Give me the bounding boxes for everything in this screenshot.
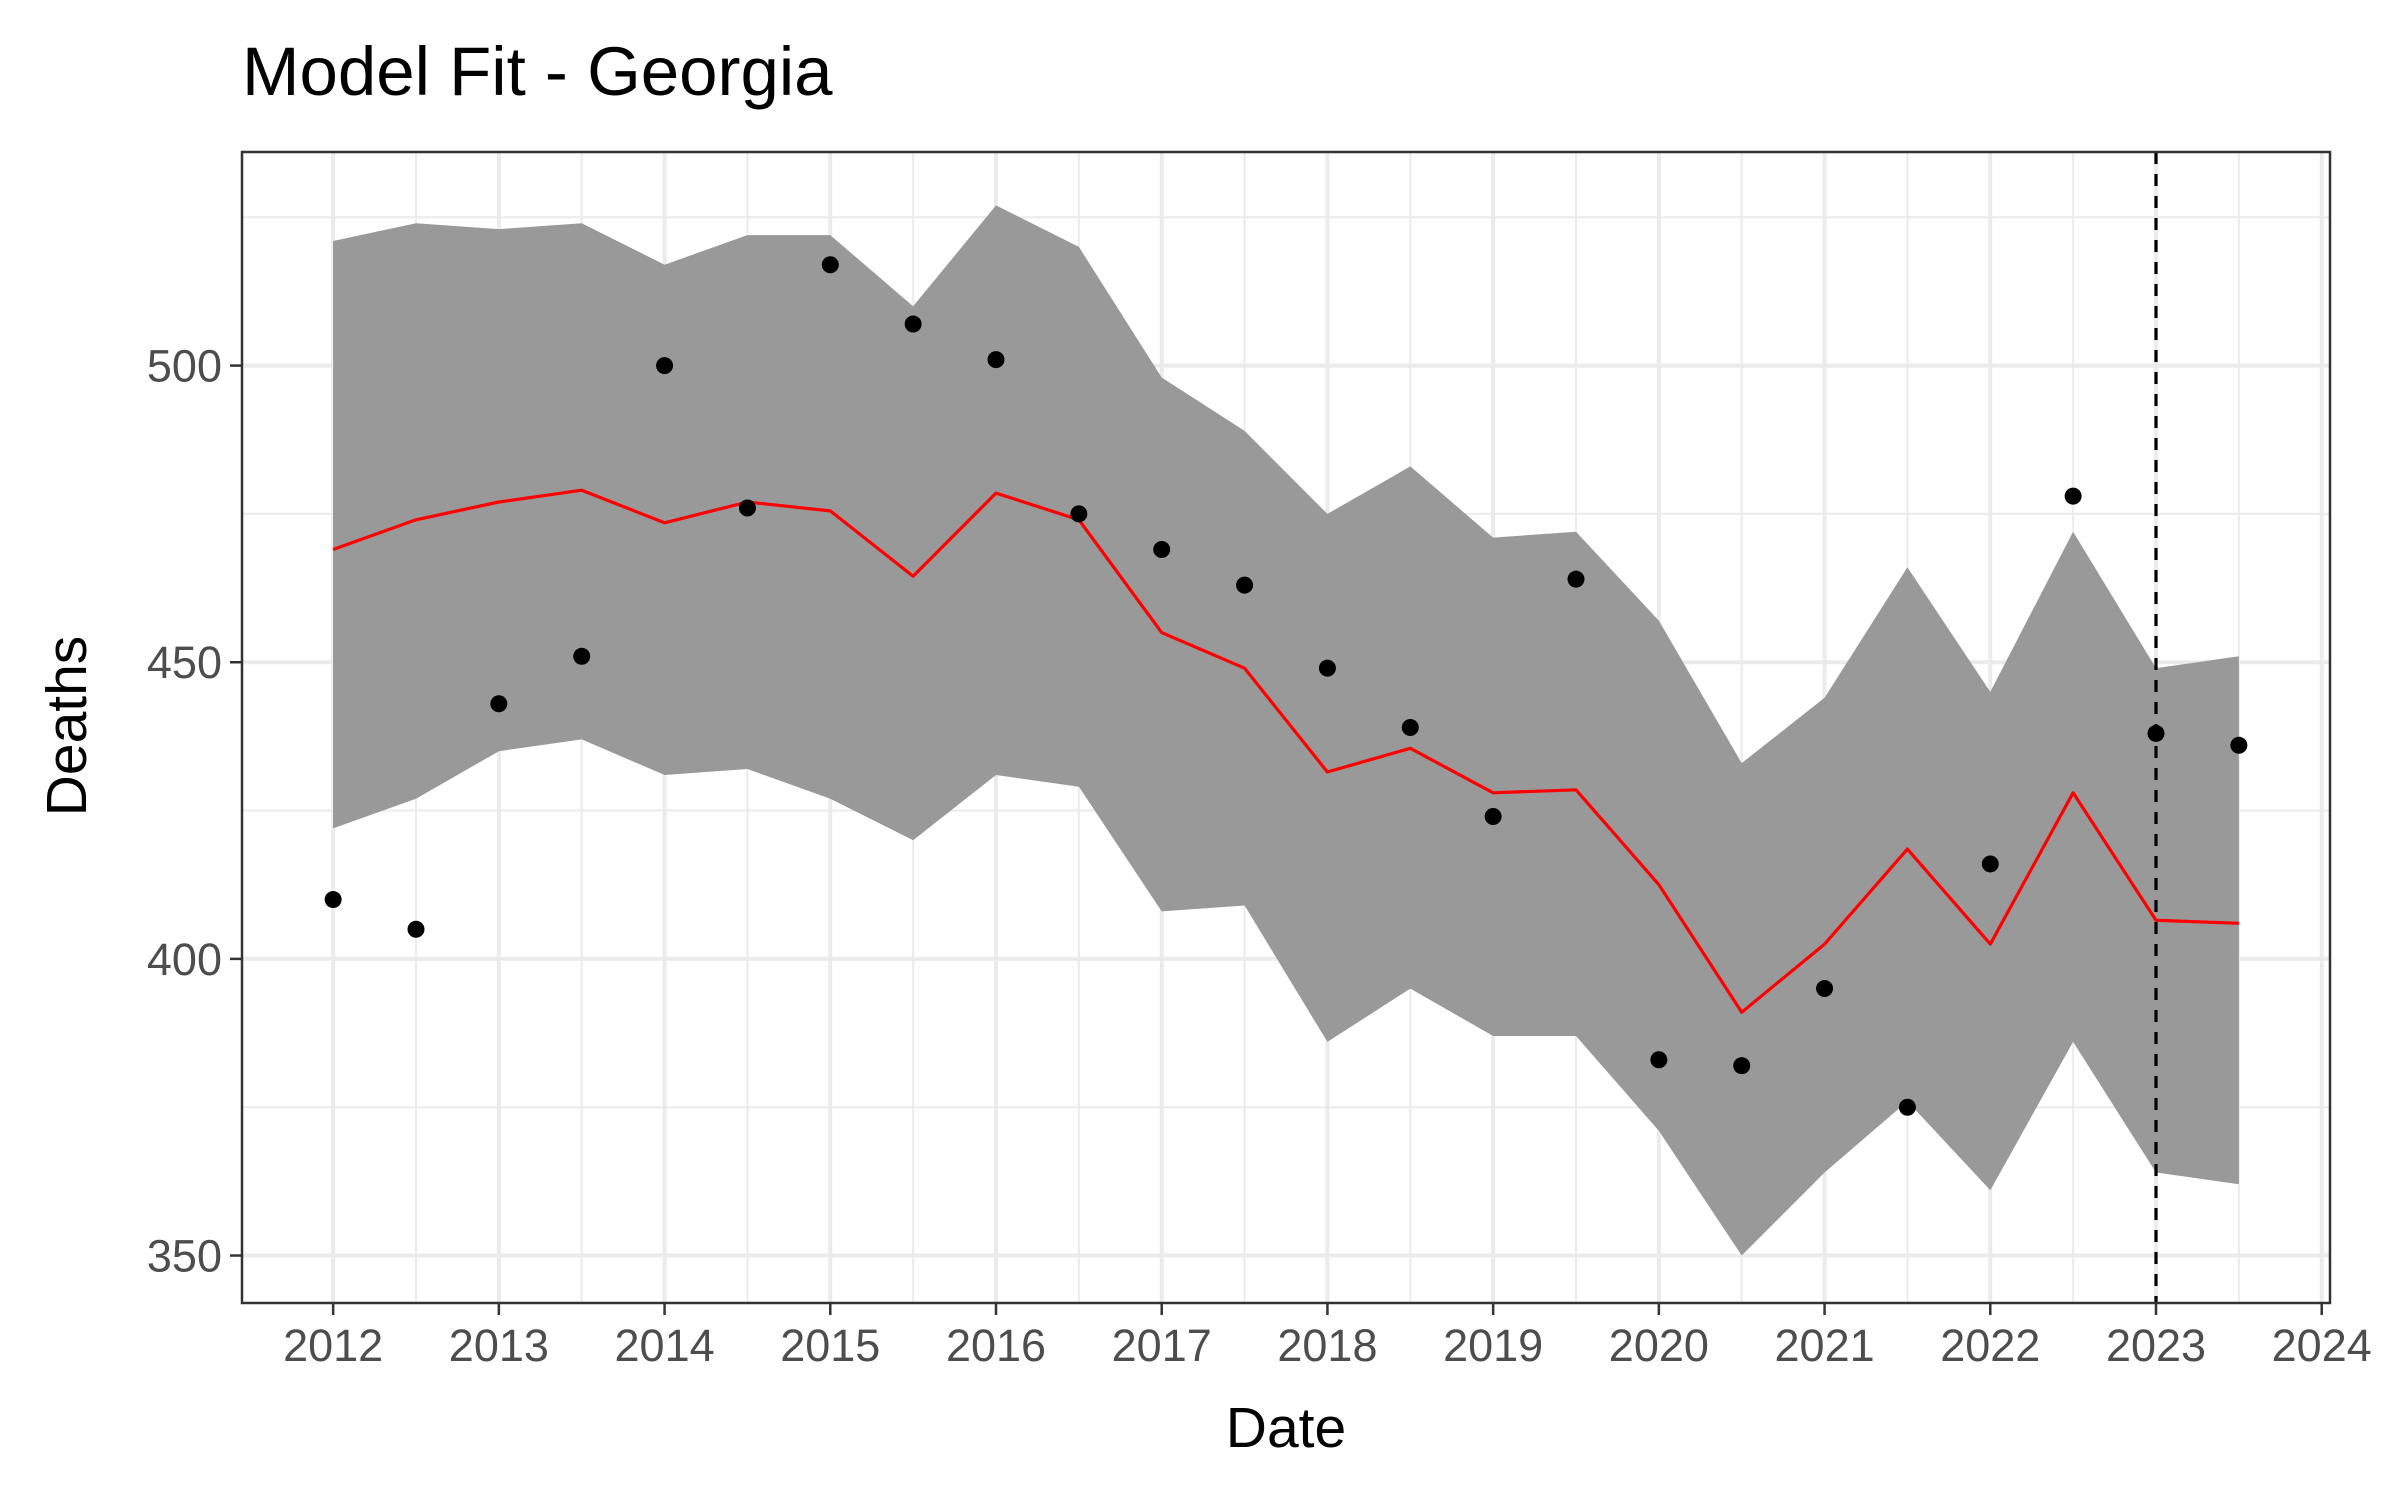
x-tick-label: 2017 xyxy=(1112,1320,1212,1371)
confidence-band-area xyxy=(333,205,2239,1256)
x-tick-label: 2021 xyxy=(1775,1320,1875,1371)
x-axis-title: Date xyxy=(1226,1396,1346,1460)
observed-point xyxy=(490,695,508,713)
x-tick-label: 2020 xyxy=(1609,1320,1709,1371)
observed-point xyxy=(1153,541,1171,559)
observed-point xyxy=(2064,487,2082,505)
y-tick-label: 450 xyxy=(147,637,222,688)
observed-point xyxy=(738,499,756,517)
y-axis: 350 400 450 500 xyxy=(147,341,242,1282)
x-tick-label: 2022 xyxy=(1940,1320,2040,1371)
observed-point xyxy=(2230,736,2248,754)
observed-point xyxy=(2147,724,2165,742)
fit-line xyxy=(332,488,2239,1014)
observed-point xyxy=(1650,1051,1668,1069)
observed-point xyxy=(1484,807,1502,825)
x-tick-label: 2016 xyxy=(946,1320,1046,1371)
observed-point xyxy=(1733,1057,1751,1075)
y-axis-title: Deaths xyxy=(35,636,99,817)
x-tick-label: 2023 xyxy=(2106,1320,2206,1371)
observed-point xyxy=(573,647,591,665)
observed-point xyxy=(1816,980,1834,998)
observed-point xyxy=(1236,576,1254,594)
plot-frame xyxy=(240,150,2332,1305)
x-tick-label: 2012 xyxy=(283,1320,383,1371)
observed-points xyxy=(324,256,2248,1116)
fit-series xyxy=(332,488,2239,1014)
panel-border xyxy=(240,150,2332,1305)
observed-point xyxy=(407,920,425,938)
observed-point xyxy=(1567,570,1585,588)
observed-point xyxy=(1898,1098,1916,1116)
x-tick-label: 2019 xyxy=(1443,1320,1543,1371)
observed-point xyxy=(324,891,342,909)
y-tick-label: 400 xyxy=(147,934,222,985)
y-tick-label: 500 xyxy=(147,341,222,392)
x-tick-label: 2015 xyxy=(780,1320,880,1371)
observed-point xyxy=(987,351,1005,369)
observed-point xyxy=(1981,855,1999,873)
observed-point xyxy=(656,357,674,375)
x-axis: 2012 2013 2014 2015 2016 2017 2018 2019 2020 2021… xyxy=(283,1303,2372,1371)
observed-point xyxy=(1070,505,1088,523)
chart-title: Model Fit - Georgia xyxy=(242,33,833,110)
confidence-band xyxy=(333,205,2239,1256)
x-tick-label: 2018 xyxy=(1277,1320,1377,1371)
x-tick-label: 2013 xyxy=(449,1320,549,1371)
x-tick-label: 2014 xyxy=(615,1320,715,1371)
observed-point xyxy=(1401,719,1419,736)
observed-point xyxy=(1318,659,1336,677)
y-tick-label: 350 xyxy=(147,1231,222,1282)
observed-point xyxy=(821,256,839,274)
observed-point xyxy=(904,315,922,333)
x-tick-label: 2024 xyxy=(2272,1320,2372,1371)
